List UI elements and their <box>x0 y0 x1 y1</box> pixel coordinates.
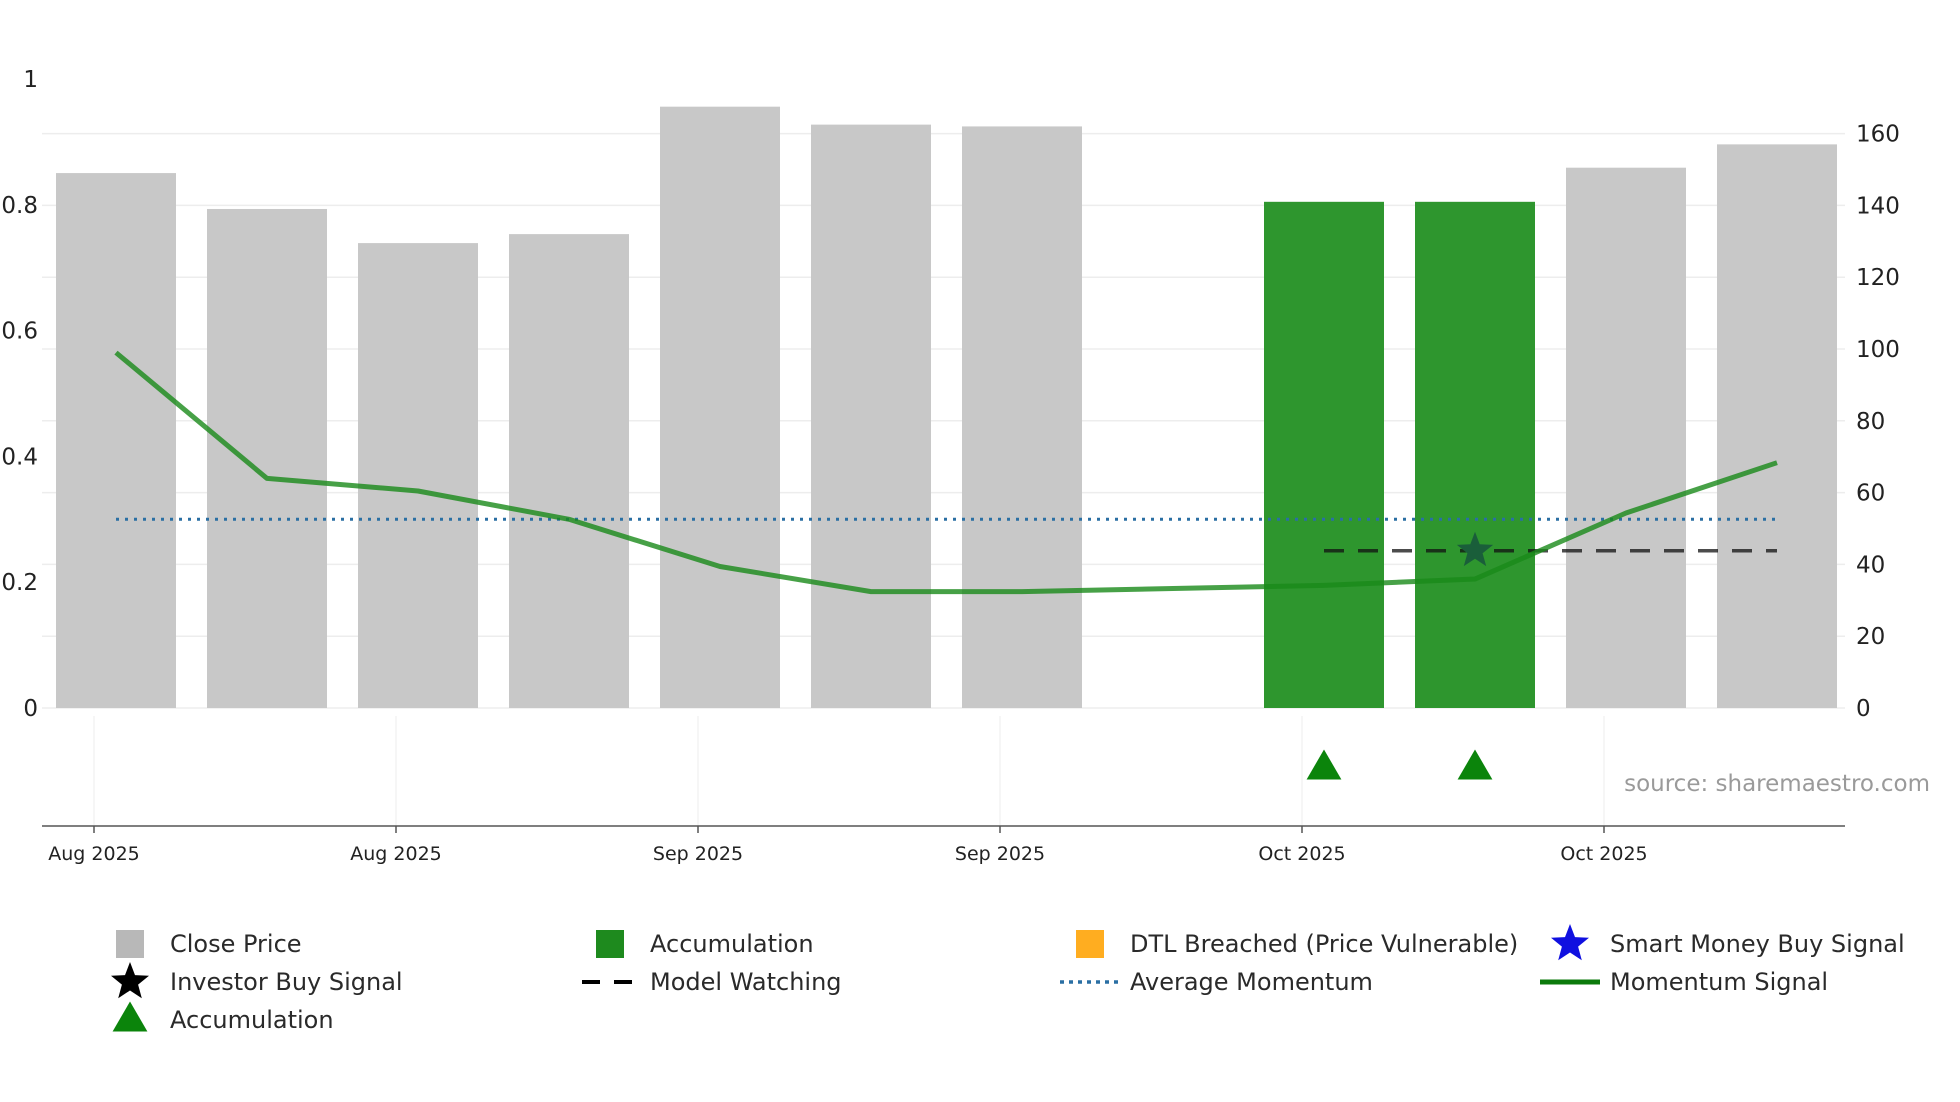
legend: Close Price Accumulation DTL Breached (Pri… <box>111 924 1905 1034</box>
legend-label: Accumulation <box>170 1006 334 1034</box>
right-axis-tick: 80 <box>1856 409 1885 435</box>
legend-star-icon <box>111 962 149 999</box>
x-axis-tick-label: Aug 2025 <box>350 843 442 865</box>
legend-square-icon <box>116 930 144 958</box>
right-axis-tick: 140 <box>1856 193 1900 219</box>
legend-triangle-icon <box>112 1001 148 1032</box>
left-axis-tick: 0.4 <box>1 444 38 470</box>
close-price-bar <box>56 173 176 709</box>
legend-label: DTL Breached (Price Vulnerable) <box>1130 930 1518 958</box>
right-axis-tick: 160 <box>1856 122 1900 148</box>
signal-lines <box>114 350 1778 595</box>
legend-label: Average Momentum <box>1130 968 1373 996</box>
left-axis-tick: 1 <box>23 67 38 93</box>
right-axis-tick: 100 <box>1856 337 1900 363</box>
legend-star-icon <box>1551 924 1589 961</box>
legend-square-icon <box>1076 930 1104 958</box>
grid-lines <box>42 132 1845 826</box>
signal-markers <box>1306 531 1494 780</box>
left-axis-tick: 0 <box>23 696 38 722</box>
close-price-bar <box>811 124 931 708</box>
close-price-bar <box>660 106 780 709</box>
close-price-bar <box>358 243 478 708</box>
right-axis-tick: 20 <box>1856 624 1885 650</box>
source-credit: source: sharemaestro.com <box>1624 771 1930 797</box>
close-price-bar <box>1717 144 1837 708</box>
close-price-bar <box>509 234 629 708</box>
legend-label: Momentum Signal <box>1610 968 1828 996</box>
right-axis-tick: 40 <box>1856 552 1885 578</box>
legend-label: Accumulation <box>650 930 814 958</box>
x-axis-tick-label: Sep 2025 <box>955 843 1045 865</box>
left-axis-tick: 0.6 <box>1 319 38 345</box>
x-axis-tick-label: Aug 2025 <box>48 843 140 865</box>
momentum-signal-line <box>114 350 1778 595</box>
left-axis-tick: 0.2 <box>1 570 38 596</box>
accumulation-triangle <box>1306 749 1342 780</box>
right-axis-tick: 120 <box>1856 265 1900 291</box>
legend-label: Close Price <box>170 930 302 958</box>
close-price-bar <box>207 208 327 709</box>
legend-label: Investor Buy Signal <box>170 968 403 996</box>
axes: 0 0.2 0.4 0.6 0.8 1 0 20 40 60 80 100 120 140 160 Aug 2… <box>1 67 1899 865</box>
price-bars <box>56 106 1837 709</box>
close-price-bar <box>962 126 1082 709</box>
x-axis-tick-label: Oct 2025 <box>1560 843 1647 865</box>
right-axis-tick: 0 <box>1856 696 1871 722</box>
legend-label: Model Watching <box>650 968 842 996</box>
legend-label: Smart Money Buy Signal <box>1610 930 1905 958</box>
left-axis-tick: 0.8 <box>1 193 38 219</box>
x-axis-tick-label: Oct 2025 <box>1258 843 1345 865</box>
right-axis-tick: 60 <box>1856 481 1885 507</box>
investor-buy-signal-star <box>1456 531 1494 567</box>
close-price-bar <box>1566 167 1686 708</box>
legend-square-icon <box>596 930 624 958</box>
accumulation-bar <box>1415 201 1535 708</box>
accumulation-triangle <box>1457 749 1493 780</box>
accumulation-bar <box>1264 201 1384 708</box>
x-axis-tick-label: Sep 2025 <box>653 843 743 865</box>
